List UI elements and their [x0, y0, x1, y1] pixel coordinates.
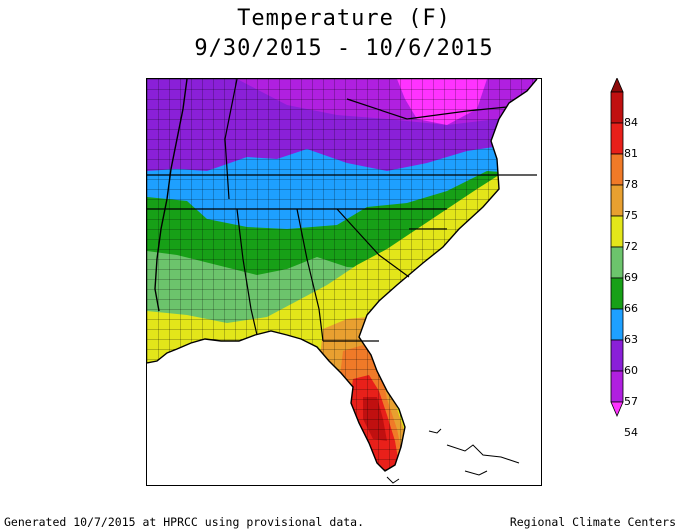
legend-swatch [610, 308, 624, 341]
legend-label: 54 [624, 426, 638, 439]
legend-label: 81 [624, 147, 638, 160]
legend-label: 63 [624, 333, 638, 346]
map-title: Temperature (F) [237, 6, 451, 31]
legend-label: 66 [624, 302, 638, 315]
color-legend-bar [610, 78, 624, 418]
legend-label: 84 [624, 116, 638, 129]
legend-label: 75 [624, 209, 638, 222]
legend-swatch [610, 370, 624, 403]
caribbean-islands [386, 428, 520, 484]
legend-swatch [610, 153, 624, 186]
legend-swatch [610, 277, 624, 310]
legend-label: 60 [624, 364, 638, 377]
legend-label: 72 [624, 240, 638, 253]
legend-swatch [610, 215, 624, 248]
legend-label: 69 [624, 271, 638, 284]
legend-swatch [610, 246, 624, 279]
legend-swatch-above [610, 78, 624, 93]
map-canvas [147, 79, 538, 484]
coastline-and-borders [147, 79, 538, 472]
map-date-range: 9/30/2015 - 10/6/2015 [194, 36, 494, 61]
legend-label: 57 [624, 395, 638, 408]
legend-swatch [610, 184, 624, 217]
temperature-bands [147, 79, 537, 471]
legend-swatch [610, 91, 624, 124]
legend-swatch-below [610, 401, 624, 418]
generated-note: Generated 10/7/2015 at HPRCC using provi… [4, 515, 365, 529]
legend-swatch [610, 339, 624, 372]
legend-label: 78 [624, 178, 638, 191]
temperature-map [146, 78, 542, 486]
legend-swatch [610, 122, 624, 155]
rcc-credit: Regional Climate Centers [509, 515, 676, 529]
